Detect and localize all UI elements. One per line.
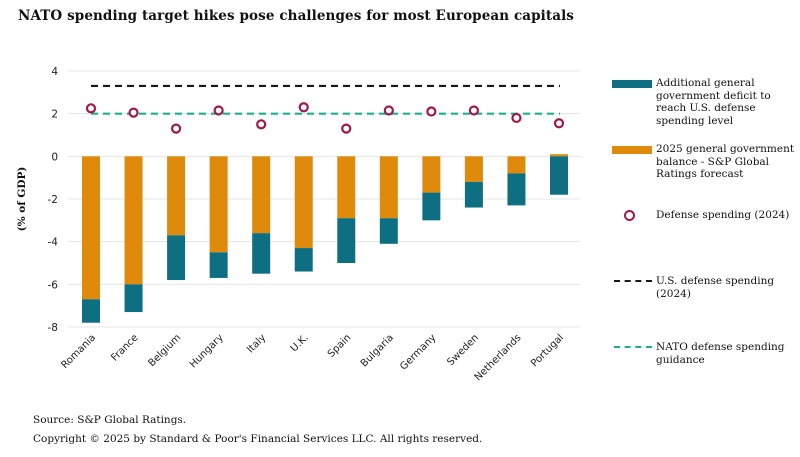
defense-markers <box>85 102 565 134</box>
y-tick-label: -6 <box>48 279 59 291</box>
legend-label-deficit: Additional general government deficit to… <box>656 77 771 127</box>
legend-swatch-deficit <box>612 80 652 88</box>
defense-marker <box>383 105 394 116</box>
bar-balance <box>124 156 143 285</box>
x-tick-label: Hungary <box>188 332 226 370</box>
y-tick-label: -4 <box>48 237 59 249</box>
x-tick-label: Bulgaria <box>359 332 396 369</box>
bar-deficit <box>124 284 143 313</box>
bar-deficit <box>294 248 313 272</box>
bar-balance <box>422 156 441 193</box>
bar-deficit <box>209 252 228 278</box>
defense-marker <box>553 118 565 129</box>
legend-swatch-us <box>614 280 652 282</box>
bar-deficit <box>507 173 526 206</box>
legend-label-us: U.S. defense spending (2024) <box>656 275 775 300</box>
x-tick-label: Portugal <box>529 332 566 369</box>
x-tick-label: Romania <box>59 332 98 371</box>
legend-swatch-balance <box>612 146 652 154</box>
x-tick-label: Sweden <box>445 332 481 368</box>
bar-balance <box>507 156 526 174</box>
gridlines <box>68 70 580 328</box>
bar-balance <box>294 156 313 249</box>
bar-deficit <box>379 218 398 244</box>
defense-marker <box>256 119 267 130</box>
bar-balance <box>464 156 483 182</box>
defense-marker <box>468 105 480 116</box>
bar-deficit <box>422 192 441 221</box>
x-tick-label: U.K. <box>289 332 311 354</box>
legend-label-nato: NATO defense spending guidance <box>656 341 785 366</box>
bar-balance <box>82 156 100 300</box>
y-tick-label: 0 <box>51 151 58 163</box>
x-tick-label: France <box>109 332 140 363</box>
y-tick-label: -2 <box>48 194 58 206</box>
defense-marker <box>511 112 522 124</box>
bar-deficit <box>167 235 186 281</box>
y-tick-label: 4 <box>51 66 58 78</box>
defense-marker <box>170 123 182 134</box>
bar-deficit <box>464 181 483 208</box>
y-axis-label: (% of GDP) <box>16 167 28 232</box>
y-tick-label: 2 <box>51 109 58 121</box>
bar-balance <box>252 156 271 234</box>
defense-marker <box>341 123 352 134</box>
copyright-note: Copyright © 2025 by Standard & Poor's Fi… <box>33 433 483 445</box>
chart-title: NATO spending target hikes pose challeng… <box>18 8 575 24</box>
bar-balance <box>337 156 356 219</box>
source-note: Source: S&P Global Ratings. <box>33 414 187 426</box>
bar-deficit <box>252 233 271 274</box>
y-tick-label: -8 <box>48 322 58 334</box>
defense-marker <box>426 106 437 117</box>
bars <box>82 154 568 323</box>
bar-deficit <box>550 156 568 195</box>
legend-swatch-defense <box>624 210 635 221</box>
bar-balance <box>167 156 186 236</box>
x-tick-label: Italy <box>245 332 268 355</box>
legend-label-defense: Defense spending (2024) <box>656 209 790 221</box>
x-tick-label: Belgium <box>146 332 183 369</box>
x-tick-label: Spain <box>326 332 354 360</box>
defense-marker <box>213 105 224 116</box>
legend-swatch-nato <box>614 346 652 348</box>
bar-deficit <box>337 218 356 263</box>
bar-deficit <box>82 299 100 323</box>
defense-marker <box>298 102 309 113</box>
x-tick-label: Germany <box>398 332 438 372</box>
bar-balance <box>209 156 228 253</box>
reference-lines <box>91 84 560 115</box>
legend-label-balance: 2025 general government balance - S&P Gl… <box>656 143 795 180</box>
defense-marker <box>85 103 97 114</box>
bar-balance <box>379 156 398 219</box>
bar-balance <box>550 154 568 157</box>
defense-marker <box>128 107 139 118</box>
